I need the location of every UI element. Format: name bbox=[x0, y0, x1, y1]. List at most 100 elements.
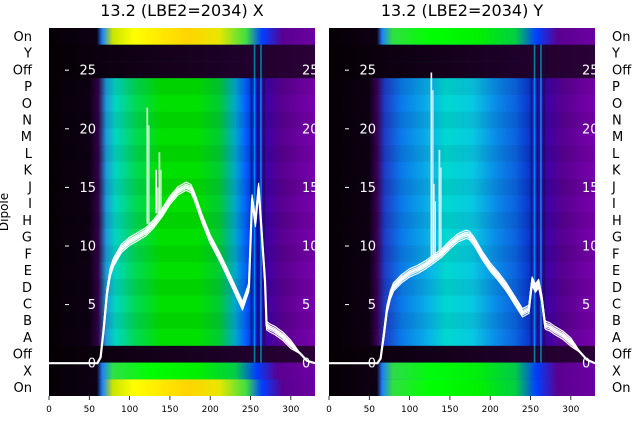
heatmap-row-on-top bbox=[329, 28, 595, 45]
heatmap-row-x bbox=[329, 362, 595, 380]
heatmap-row bbox=[49, 145, 315, 162]
overlay-ytick-label: 5 bbox=[368, 298, 376, 313]
dipole-label: B bbox=[612, 314, 621, 329]
heatmap-row bbox=[49, 312, 315, 330]
overlay-ytick-label-right: 10 bbox=[302, 239, 319, 254]
overlay-ytick-label-right: 5 bbox=[582, 298, 590, 313]
overlay-ytick-label-right: 15 bbox=[302, 181, 319, 196]
dipole-label: On bbox=[612, 30, 630, 45]
overlay-ytick-label: 10 bbox=[79, 239, 96, 254]
dipole-label: E bbox=[612, 264, 620, 279]
dipole-label: B bbox=[23, 314, 32, 329]
dipole-label: D bbox=[612, 281, 622, 296]
overlay-ytick-label-right: 0 bbox=[302, 357, 310, 372]
dipole-label: I bbox=[612, 197, 616, 212]
heatmap-body bbox=[329, 28, 595, 396]
x-tick-label: 150 bbox=[161, 405, 178, 415]
dipole-label: H bbox=[22, 214, 32, 229]
dipole-label: N bbox=[22, 114, 32, 129]
heatmap-streak bbox=[540, 44, 542, 363]
chart-title: 13.2 (LBE2=2034) Y bbox=[381, 1, 544, 20]
panel-x: 13.2 (LBE2=2034) X 0 0 5 5 10 10 15 15 20 20 25 250 5… bbox=[13, 1, 319, 415]
dipole-label: Off bbox=[13, 348, 33, 363]
x-tick-label: 200 bbox=[482, 405, 499, 415]
dipole-label: X bbox=[23, 364, 32, 379]
dipole-label: Y bbox=[23, 47, 32, 62]
dipole-label: K bbox=[23, 164, 32, 179]
dipole-label: D bbox=[22, 281, 32, 296]
dipole-label: K bbox=[612, 164, 621, 179]
overlay-line bbox=[329, 231, 596, 364]
heatmap-row-off bbox=[329, 345, 595, 363]
heatmap-row bbox=[49, 212, 315, 229]
overlay-ytick-label: 25 bbox=[359, 64, 376, 79]
x-tick-label: 100 bbox=[121, 405, 138, 415]
x-tick-label: 50 bbox=[84, 405, 96, 415]
overlay-ytick-label-right: 20 bbox=[302, 122, 319, 137]
dipole-label: O bbox=[612, 97, 622, 112]
dipole-label: P bbox=[24, 80, 32, 95]
x-tick-label: 250 bbox=[242, 405, 259, 415]
overlay-ytick-label: 20 bbox=[79, 122, 96, 137]
heatmap-row-on-bottom bbox=[329, 379, 595, 396]
overlay-line bbox=[49, 181, 316, 364]
x-tick-label: 200 bbox=[202, 405, 219, 415]
dipole-label: H bbox=[612, 214, 622, 229]
overlay-line bbox=[49, 189, 316, 364]
dipole-label: J bbox=[27, 180, 32, 195]
dipole-label: M bbox=[612, 130, 623, 145]
heatmap-row bbox=[329, 312, 595, 330]
dipole-label: F bbox=[25, 247, 32, 262]
dipole-label: A bbox=[23, 331, 32, 346]
x-tick-label: 300 bbox=[282, 405, 299, 415]
heatmap-row-off bbox=[49, 61, 315, 79]
y-axis-label: Dipole bbox=[0, 193, 11, 231]
overlay-ytick-label-right: 25 bbox=[582, 64, 599, 79]
dipole-label: P bbox=[612, 80, 620, 95]
heatmap-row-off bbox=[49, 44, 315, 62]
heatmap-body bbox=[49, 28, 315, 396]
chart-title: 13.2 (LBE2=2034) X bbox=[100, 1, 264, 20]
dipole-label: F bbox=[612, 247, 619, 262]
heatmap-row bbox=[329, 178, 595, 196]
x-tick-label: 150 bbox=[441, 405, 458, 415]
overlay-ytick-label-right: 20 bbox=[582, 122, 599, 137]
overlay-ytick-label-right: 5 bbox=[302, 298, 310, 313]
heatmap-streak bbox=[536, 44, 539, 363]
dipole-label: C bbox=[612, 298, 621, 313]
dipole-label: N bbox=[612, 114, 622, 129]
dipole-label: On bbox=[14, 30, 32, 45]
heatmap-streak bbox=[543, 44, 546, 363]
heatmap-row-on-top bbox=[49, 28, 315, 45]
heatmap-row-on-bottom bbox=[49, 379, 315, 396]
heatmap-streak bbox=[263, 44, 266, 363]
heatmap-row-off bbox=[49, 345, 315, 363]
dipole-label: G bbox=[22, 231, 32, 246]
heatmap-row bbox=[49, 278, 315, 296]
heatmap-row bbox=[329, 278, 595, 296]
heatmap-row bbox=[329, 111, 595, 129]
heatmap-row bbox=[329, 245, 595, 263]
overlay-line bbox=[49, 185, 316, 365]
dipole-label: Off bbox=[612, 63, 632, 78]
dipole-label: On bbox=[612, 381, 630, 396]
dipole-label: C bbox=[23, 298, 32, 313]
x-tick-label: 0 bbox=[326, 405, 332, 415]
heatmap-row bbox=[49, 111, 315, 129]
overlay-ytick-label-right: 25 bbox=[302, 64, 319, 79]
dipole-label: Off bbox=[612, 348, 632, 363]
dipole-label: Off bbox=[13, 63, 33, 78]
heatmap-streak bbox=[260, 44, 262, 363]
x-tick-label: 0 bbox=[46, 405, 52, 415]
overlay-line bbox=[329, 229, 596, 364]
dipole-label: O bbox=[22, 97, 32, 112]
x-tick-label: 100 bbox=[401, 405, 418, 415]
overlay-ytick-label: 10 bbox=[359, 239, 376, 254]
overlay-line bbox=[329, 235, 596, 364]
dipole-label: Y bbox=[611, 47, 620, 62]
x-tick-label: 300 bbox=[562, 405, 579, 415]
x-tick-label: 50 bbox=[364, 405, 376, 415]
heatmap-row bbox=[329, 145, 595, 162]
panel-y: 13.2 (LBE2=2034) Y 0 0 5 5 10 10 15 15 20 20 25 250 5… bbox=[326, 1, 632, 415]
